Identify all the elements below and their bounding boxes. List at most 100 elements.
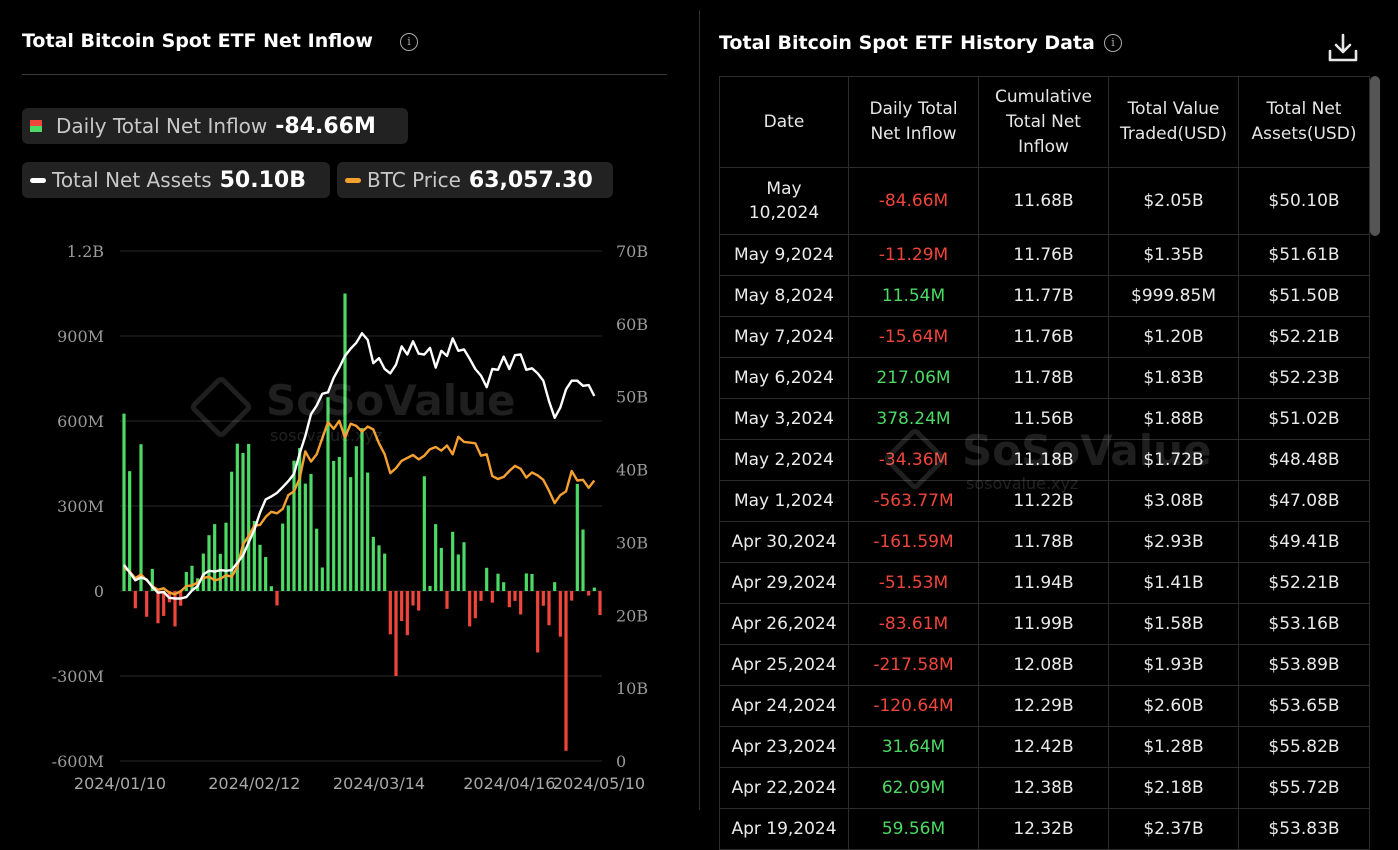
inflow-bar[interactable] — [235, 443, 239, 591]
inflow-bar[interactable] — [303, 483, 307, 591]
table-row[interactable]: Apr 30,2024 -161.59M 11.78B $2.93B $49.41B — [719, 521, 1370, 563]
table-row[interactable]: Apr 24,2024 -120.64M 12.29B $2.60B $53.65B — [719, 685, 1370, 727]
inflow-bar[interactable] — [275, 591, 279, 606]
table-row[interactable]: May 10,2024 -84.66M 11.68B $2.05B $50.10B — [719, 167, 1370, 235]
inflow-bar[interactable] — [479, 591, 483, 601]
total-net-assets-line[interactable] — [123, 332, 596, 600]
inflow-bar[interactable] — [400, 591, 404, 622]
inflow-bar[interactable] — [445, 591, 449, 609]
inflow-bar[interactable] — [269, 586, 273, 591]
inflow-bar[interactable] — [281, 523, 285, 591]
inflow-bar[interactable] — [162, 591, 166, 616]
inflow-bar[interactable] — [201, 553, 205, 591]
inflow-bar[interactable] — [570, 591, 574, 601]
inflow-bar[interactable] — [156, 591, 160, 624]
table-scrollbar[interactable] — [1370, 76, 1380, 236]
inflow-bar[interactable] — [224, 522, 228, 591]
inflow-bar[interactable] — [553, 582, 557, 591]
inflow-bar[interactable] — [405, 591, 409, 636]
inflow-bar[interactable] — [451, 531, 455, 591]
inflow-bar[interactable] — [150, 568, 154, 591]
table-row[interactable]: Apr 26,2024 -83.61M 11.99B $1.58B $53.16B — [719, 603, 1370, 645]
inflow-bar[interactable] — [422, 476, 426, 591]
btc-price-line[interactable] — [123, 419, 596, 596]
inflow-bar[interactable] — [547, 591, 551, 626]
inflow-bar[interactable] — [190, 565, 194, 591]
inflow-bar[interactable] — [292, 460, 296, 591]
table-row[interactable]: May 2,2024 -34.36M 11.18B $1.72B $48.48B — [719, 439, 1370, 481]
inflow-bar[interactable] — [264, 557, 268, 591]
inflow-bar[interactable] — [394, 591, 398, 676]
inflow-bar[interactable] — [598, 591, 602, 616]
inflow-chart[interactable]: 1.2B 900M 600M 300M 0 -300M -600M 70B 60B 50B 40B 3… — [0, 225, 690, 824]
inflow-bar[interactable] — [564, 591, 568, 751]
inflow-bar[interactable] — [320, 567, 324, 591]
inflow-bar[interactable] — [439, 547, 443, 591]
inflow-bar[interactable] — [490, 591, 494, 603]
table-row[interactable]: Apr 29,2024 -51.53M 11.94B $1.41B $52.21B — [719, 562, 1370, 604]
inflow-bar[interactable] — [428, 585, 432, 591]
inflow-bar[interactable] — [507, 591, 511, 608]
inflow-bar[interactable] — [530, 574, 534, 591]
info-icon[interactable]: i — [400, 33, 418, 51]
inflow-bar[interactable] — [354, 446, 358, 591]
inflow-bar[interactable] — [383, 553, 387, 591]
inflow-bar[interactable] — [315, 528, 319, 591]
table-row[interactable]: Apr 19,2024 59.56M 12.32B $2.37B $53.83B — [719, 808, 1370, 850]
inflow-bar[interactable] — [213, 524, 217, 591]
table-row[interactable]: May 8,2024 11.54M 11.77B $999.85M $51.50B — [719, 275, 1370, 317]
inflow-bar[interactable] — [417, 591, 421, 611]
col-header-net-assets[interactable]: Total Net Assets(USD) — [1238, 76, 1370, 168]
table-row[interactable]: May 7,2024 -15.64M 11.76B $1.20B $52.21B — [719, 316, 1370, 358]
table-row[interactable]: May 6,2024 217.06M 11.78B $1.83B $52.23B — [719, 357, 1370, 399]
col-header-cumulative[interactable]: Cumulative Total Net Inflow — [978, 76, 1109, 168]
inflow-bar[interactable] — [575, 483, 579, 591]
inflow-bar[interactable] — [145, 591, 149, 617]
inflow-bar[interactable] — [485, 567, 489, 591]
inflow-bar[interactable] — [309, 473, 313, 591]
inflow-bar[interactable] — [434, 524, 438, 591]
inflow-bar[interactable] — [230, 471, 234, 591]
inflow-bar[interactable] — [502, 582, 506, 591]
table-row[interactable]: Apr 25,2024 -217.58M 12.08B $1.93B $53.89B — [719, 644, 1370, 686]
inflow-bar[interactable] — [371, 536, 375, 591]
inflow-bar[interactable] — [377, 545, 381, 591]
inflow-bar[interactable] — [581, 529, 585, 591]
inflow-bar[interactable] — [184, 572, 188, 591]
inflow-bar[interactable] — [241, 453, 245, 591]
download-icon[interactable] — [1325, 30, 1361, 66]
inflow-bar[interactable] — [473, 591, 477, 619]
inflow-bar[interactable] — [558, 591, 562, 637]
inflow-bar[interactable] — [326, 397, 330, 591]
inflow-bar[interactable] — [524, 573, 528, 591]
table-row[interactable]: May 9,2024 -11.29M 11.76B $1.35B $51.61B — [719, 234, 1370, 276]
table-row[interactable]: Apr 22,2024 62.09M 12.38B $2.18B $55.72B — [719, 767, 1370, 809]
inflow-bar[interactable] — [218, 553, 222, 591]
legend-btc-price[interactable]: BTC Price 63,057.30 — [337, 162, 613, 198]
legend-daily-inflow[interactable]: Daily Total Net Inflow -84.66M — [22, 108, 408, 144]
inflow-bar[interactable] — [456, 554, 460, 591]
inflow-bar[interactable] — [360, 428, 364, 591]
inflow-bar[interactable] — [298, 447, 302, 591]
inflow-bar[interactable] — [366, 472, 370, 591]
inflow-bar[interactable] — [349, 477, 353, 591]
inflow-bar[interactable] — [587, 591, 591, 596]
inflow-bar[interactable] — [496, 573, 500, 591]
inflow-bar[interactable] — [513, 591, 517, 601]
inflow-bar[interactable] — [343, 293, 347, 592]
inflow-bar[interactable] — [286, 505, 290, 591]
inflow-bar[interactable] — [139, 444, 143, 591]
col-header-value-traded[interactable]: Total Value Traded(USD) — [1108, 76, 1239, 168]
inflow-bar[interactable] — [133, 591, 137, 609]
inflow-bar[interactable] — [592, 587, 596, 591]
table-row[interactable]: Apr 23,2024 31.64M 12.42B $1.28B $55.82B — [719, 726, 1370, 768]
legend-total-net-assets[interactable]: Total Net Assets 50.10B — [22, 162, 330, 198]
inflow-bar[interactable] — [462, 542, 466, 591]
inflow-bar[interactable] — [519, 591, 523, 615]
inflow-bar[interactable] — [122, 413, 126, 591]
info-icon[interactable]: i — [1104, 34, 1122, 52]
inflow-bar[interactable] — [541, 591, 545, 606]
col-header-date[interactable]: Date — [719, 76, 849, 168]
inflow-bar[interactable] — [247, 443, 251, 591]
inflow-bar[interactable] — [207, 535, 211, 591]
